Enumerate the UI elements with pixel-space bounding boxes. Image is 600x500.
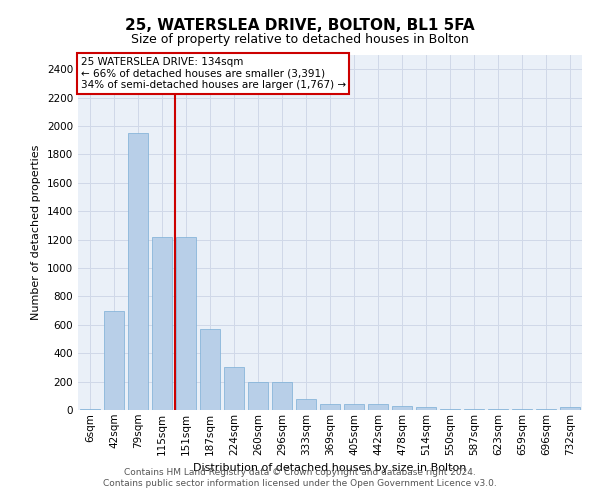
Bar <box>248 382 268 410</box>
Text: Size of property relative to detached houses in Bolton: Size of property relative to detached ho… <box>131 32 469 46</box>
Bar <box>560 407 580 410</box>
Bar <box>176 237 196 410</box>
Bar <box>296 398 316 410</box>
X-axis label: Distribution of detached houses by size in Bolton: Distribution of detached houses by size … <box>193 463 467 473</box>
Y-axis label: Number of detached properties: Number of detached properties <box>31 145 41 320</box>
Bar <box>392 406 412 410</box>
Bar <box>344 404 364 410</box>
Bar <box>368 404 388 410</box>
Bar <box>104 310 124 410</box>
Text: Contains HM Land Registry data © Crown copyright and database right 2024.
Contai: Contains HM Land Registry data © Crown c… <box>103 468 497 487</box>
Bar <box>80 408 100 410</box>
Bar <box>128 133 148 410</box>
Bar <box>272 382 292 410</box>
Bar <box>224 366 244 410</box>
Bar <box>152 237 172 410</box>
Text: 25 WATERSLEA DRIVE: 134sqm
← 66% of detached houses are smaller (3,391)
34% of s: 25 WATERSLEA DRIVE: 134sqm ← 66% of deta… <box>80 57 346 90</box>
Text: 25, WATERSLEA DRIVE, BOLTON, BL1 5FA: 25, WATERSLEA DRIVE, BOLTON, BL1 5FA <box>125 18 475 32</box>
Bar <box>416 407 436 410</box>
Bar <box>320 404 340 410</box>
Bar <box>200 329 220 410</box>
